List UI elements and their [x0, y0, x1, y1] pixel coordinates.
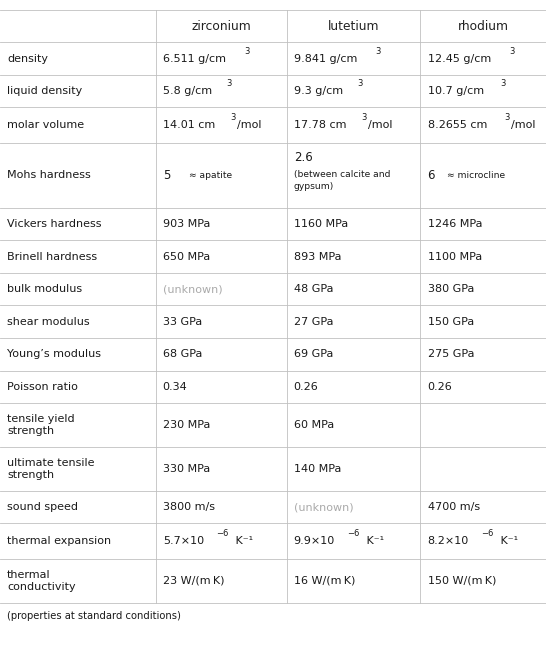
- Text: 3: 3: [230, 114, 235, 123]
- Text: 2.6: 2.6: [294, 151, 312, 164]
- Text: (unknown): (unknown): [294, 502, 353, 512]
- Text: 17.78 cm: 17.78 cm: [294, 120, 346, 130]
- Text: 9.9×10: 9.9×10: [294, 536, 335, 546]
- Text: Poisson ratio: Poisson ratio: [7, 382, 78, 392]
- Text: 3: 3: [376, 47, 381, 56]
- Text: 5: 5: [163, 169, 170, 182]
- Text: −6: −6: [347, 530, 359, 539]
- Text: 150 W/(m K): 150 W/(m K): [428, 576, 496, 585]
- Text: ≈ microcline: ≈ microcline: [447, 171, 505, 180]
- Text: lutetium: lutetium: [328, 19, 379, 32]
- Text: 3800 m/s: 3800 m/s: [163, 502, 215, 512]
- Text: rhodium: rhodium: [458, 19, 509, 32]
- Text: (unknown): (unknown): [163, 284, 222, 294]
- Text: −6: −6: [480, 530, 493, 539]
- Text: 3: 3: [357, 79, 363, 88]
- Text: 650 MPa: 650 MPa: [163, 252, 210, 262]
- Text: bulk modulus: bulk modulus: [7, 284, 82, 294]
- Text: 60 MPa: 60 MPa: [294, 420, 334, 430]
- Text: 8.2×10: 8.2×10: [428, 536, 469, 546]
- Text: shear modulus: shear modulus: [7, 317, 90, 326]
- Text: 27 GPa: 27 GPa: [294, 317, 333, 326]
- Text: 0.26: 0.26: [428, 382, 452, 392]
- Text: density: density: [7, 54, 48, 64]
- Text: 3: 3: [500, 79, 505, 88]
- Text: 8.2655 cm: 8.2655 cm: [428, 120, 487, 130]
- Text: liquid density: liquid density: [7, 86, 82, 96]
- Text: 1160 MPa: 1160 MPa: [294, 219, 348, 229]
- Text: 3: 3: [361, 114, 367, 123]
- Text: 12.45 g/cm: 12.45 g/cm: [428, 54, 491, 64]
- Text: thermal expansion: thermal expansion: [7, 536, 111, 546]
- Text: 5.8 g/cm: 5.8 g/cm: [163, 86, 212, 96]
- Text: ≈ apatite: ≈ apatite: [189, 171, 232, 180]
- Text: Young’s modulus: Young’s modulus: [7, 349, 101, 360]
- Text: Vickers hardness: Vickers hardness: [7, 219, 102, 229]
- Text: 140 MPa: 140 MPa: [294, 464, 341, 474]
- Text: (between calcite and
gypsum): (between calcite and gypsum): [294, 170, 390, 191]
- Text: /mol: /mol: [511, 120, 536, 130]
- Text: 1246 MPa: 1246 MPa: [428, 219, 482, 229]
- Text: 380 GPa: 380 GPa: [428, 284, 474, 294]
- Text: molar volume: molar volume: [7, 120, 84, 130]
- Text: 3: 3: [509, 47, 514, 56]
- Text: Brinell hardness: Brinell hardness: [7, 252, 97, 262]
- Text: /mol: /mol: [237, 120, 262, 130]
- Text: 3: 3: [244, 47, 250, 56]
- Text: 33 GPa: 33 GPa: [163, 317, 202, 326]
- Text: 6: 6: [428, 169, 435, 182]
- Text: 68 GPa: 68 GPa: [163, 349, 202, 360]
- Text: 903 MPa: 903 MPa: [163, 219, 210, 229]
- Text: K⁻¹: K⁻¹: [497, 536, 518, 546]
- Text: 9.3 g/cm: 9.3 g/cm: [294, 86, 343, 96]
- Text: 5.7×10: 5.7×10: [163, 536, 204, 546]
- Text: sound speed: sound speed: [7, 502, 78, 512]
- Text: 0.34: 0.34: [163, 382, 187, 392]
- Text: 48 GPa: 48 GPa: [294, 284, 333, 294]
- Text: 9.841 g/cm: 9.841 g/cm: [294, 54, 357, 64]
- Text: thermal
conductivity: thermal conductivity: [7, 570, 76, 592]
- Text: /mol: /mol: [369, 120, 393, 130]
- Text: 0.26: 0.26: [294, 382, 318, 392]
- Text: K⁻¹: K⁻¹: [363, 536, 384, 546]
- Text: 275 GPa: 275 GPa: [428, 349, 474, 360]
- Text: 3: 3: [504, 114, 509, 123]
- Text: 69 GPa: 69 GPa: [294, 349, 333, 360]
- Text: 893 MPa: 893 MPa: [294, 252, 341, 262]
- Text: 3: 3: [226, 79, 232, 88]
- Text: tensile yield
strength: tensile yield strength: [7, 414, 75, 436]
- Text: 150 GPa: 150 GPa: [428, 317, 474, 326]
- Text: −6: −6: [216, 530, 228, 539]
- Text: ultimate tensile
strength: ultimate tensile strength: [7, 458, 94, 480]
- Text: Mohs hardness: Mohs hardness: [7, 170, 91, 180]
- Text: 1100 MPa: 1100 MPa: [428, 252, 482, 262]
- Text: (properties at standard conditions): (properties at standard conditions): [7, 611, 181, 621]
- Text: 330 MPa: 330 MPa: [163, 464, 210, 474]
- Text: 230 MPa: 230 MPa: [163, 420, 210, 430]
- Text: 6.511 g/cm: 6.511 g/cm: [163, 54, 225, 64]
- Text: 10.7 g/cm: 10.7 g/cm: [428, 86, 484, 96]
- Text: 4700 m/s: 4700 m/s: [428, 502, 479, 512]
- Text: K⁻¹: K⁻¹: [232, 536, 253, 546]
- Text: 16 W/(m K): 16 W/(m K): [294, 576, 355, 585]
- Text: 23 W/(m K): 23 W/(m K): [163, 576, 224, 585]
- Text: zirconium: zirconium: [191, 19, 251, 32]
- Text: 14.01 cm: 14.01 cm: [163, 120, 215, 130]
